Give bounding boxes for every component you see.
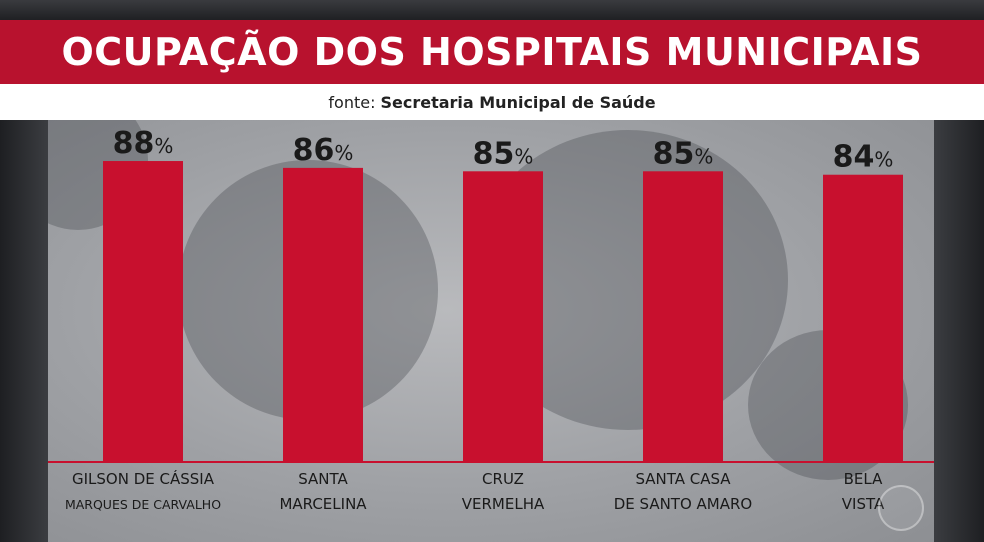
source-bar: fonte: Secretaria Municipal de Saúde bbox=[0, 84, 984, 120]
category-label: SANTA bbox=[298, 470, 348, 488]
bar bbox=[463, 171, 543, 463]
bar bbox=[283, 167, 363, 462]
chart-title: OCUPAÇÃO DOS HOSPITAIS MUNICIPAIS bbox=[61, 30, 923, 74]
category-label: CRUZ bbox=[482, 470, 524, 488]
top-strip bbox=[0, 0, 984, 20]
category-label: VISTA bbox=[842, 495, 885, 513]
chart-panel: 88% GILSON DE CÁSSIA MARQUES DE CARVALHO 86… bbox=[48, 120, 934, 542]
category-label: DE SANTO AMARO bbox=[614, 495, 753, 513]
source-name: Secretaria Municipal de Saúde bbox=[380, 92, 656, 112]
bar bbox=[103, 161, 183, 462]
category-label: MARCELINA bbox=[279, 495, 367, 513]
category-label: BELA bbox=[844, 470, 883, 488]
broadcaster-logo bbox=[878, 485, 924, 531]
bar-chart: 88% GILSON DE CÁSSIA MARQUES DE CARVALHO 86… bbox=[48, 126, 934, 513]
title-bar: OCUPAÇÃO DOS HOSPITAIS MUNICIPAIS bbox=[0, 20, 984, 84]
bar-value-label: 84% bbox=[833, 140, 894, 175]
category-label: VERMELHA bbox=[462, 495, 545, 513]
background-right bbox=[934, 120, 984, 542]
bar-value-label: 85% bbox=[653, 136, 714, 171]
source-prefix: fonte: bbox=[328, 92, 376, 112]
bar bbox=[643, 171, 723, 463]
category-label: SANTA CASA bbox=[635, 470, 731, 488]
category-label: GILSON DE CÁSSIA bbox=[72, 469, 215, 488]
background-left bbox=[0, 120, 48, 542]
bar-value-label: 88% bbox=[113, 126, 174, 161]
bar-value-label: 86% bbox=[293, 133, 354, 168]
bar bbox=[823, 174, 903, 462]
bar-value-label: 85% bbox=[473, 136, 534, 171]
category-label: MARQUES DE CARVALHO bbox=[65, 497, 221, 512]
